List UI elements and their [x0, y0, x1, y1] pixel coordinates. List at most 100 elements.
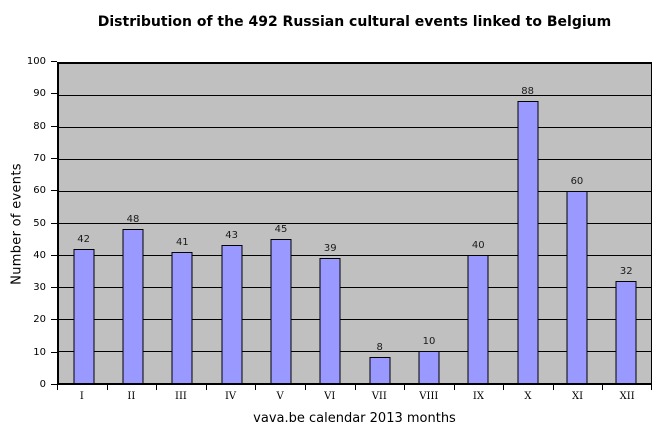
bar-VII — [369, 357, 391, 383]
gridline — [59, 351, 651, 352]
x-axis-tick-mark — [57, 385, 58, 390]
y-axis-tick-mark — [51, 287, 57, 289]
x-axis-tick-mark — [156, 385, 158, 390]
x-axis-tick-mark — [651, 385, 652, 390]
gridline — [59, 287, 651, 288]
bar-IX — [467, 255, 489, 383]
y-axis-tick-mark — [51, 384, 57, 385]
bar-slot: 88 — [503, 63, 552, 383]
x-axis-tick-mark — [602, 385, 604, 390]
x-axis-tick-label: X — [524, 391, 532, 402]
gridline — [59, 319, 651, 320]
bar-slot: 8 — [355, 63, 404, 383]
x-axis-tick-label: I — [79, 391, 84, 402]
bar-value-label: 10 — [422, 336, 436, 347]
x-axis-ticks — [57, 385, 652, 390]
bar-series: 42 48 41 43 45 39 8 10 40 88 60 32 — [59, 63, 651, 383]
x-axis-tick-label: II — [127, 391, 136, 402]
x-axis-tick-label: VII — [371, 391, 387, 402]
x-axis-tick-label: XII — [619, 391, 635, 402]
x-axis-tick-mark — [205, 385, 207, 390]
bar-II — [122, 229, 144, 383]
x-axis-tick-label: III — [175, 391, 187, 402]
x-axis-tick-mark — [106, 385, 108, 390]
bar-I — [73, 248, 95, 383]
y-axis: 0 10 20 30 40 50 60 70 80 90 100 — [0, 56, 57, 390]
x-axis-tick-label: IV — [224, 391, 237, 402]
chart-title: Distribution of the 492 Russian cultural… — [97, 14, 612, 30]
y-axis-tick-label: 20 — [33, 314, 46, 326]
x-axis-tick-label: VI — [324, 391, 336, 402]
gridline — [59, 255, 651, 256]
bar-value-label: 8 — [376, 342, 383, 354]
bar-slot: 48 — [108, 63, 157, 383]
x-axis-tick-mark — [404, 385, 406, 390]
x-axis-tick-mark — [453, 385, 455, 390]
y-axis-tick-mark — [51, 157, 57, 159]
bar-X — [517, 101, 539, 383]
gridline — [59, 191, 651, 192]
x-axis-tick-mark — [354, 385, 356, 390]
bar-slot: 45 — [256, 63, 305, 383]
y-axis-tick-label: 40 — [33, 249, 46, 261]
x-axis-tick-mark — [503, 385, 505, 390]
x-axis-tick-label: XI — [572, 391, 584, 402]
x-axis-tick-label: IX — [472, 391, 484, 402]
y-axis-tick-mark — [51, 125, 57, 127]
bar-value-label: 39 — [323, 243, 337, 255]
y-axis-tick-label: 10 — [33, 346, 46, 358]
x-axis-tick-label: V — [276, 391, 284, 402]
y-axis-tick-mark — [51, 254, 57, 256]
y-axis-tick-label: 70 — [33, 152, 46, 164]
bar-slot: 32 — [602, 63, 651, 383]
gridline — [59, 95, 651, 96]
bar-XI — [566, 191, 588, 383]
bar-value-label: 60 — [570, 176, 584, 187]
bar-value-label: 45 — [274, 224, 288, 235]
y-axis-tick-mark — [51, 93, 57, 95]
bar-III — [171, 251, 193, 383]
y-axis-tick-mark — [51, 319, 57, 321]
bar-slot: 10 — [404, 63, 453, 383]
bar-value-label: 43 — [225, 230, 239, 242]
x-axis-tick-mark — [304, 385, 306, 390]
x-axis-title: vava.be calendar 2013 months — [253, 411, 456, 426]
bar-VI — [319, 258, 341, 383]
bar-value-label: 48 — [126, 214, 140, 226]
x-axis-tick-mark — [552, 385, 554, 390]
gridline — [59, 63, 651, 64]
bar-value-label: 41 — [175, 236, 189, 248]
bar-slot: 41 — [158, 63, 207, 383]
y-axis-tick-label: 30 — [33, 282, 46, 294]
bar-value-label: 42 — [77, 233, 91, 245]
y-axis-tick-mark — [51, 61, 57, 62]
bar-XII — [615, 280, 637, 383]
x-axis-labels: I II III IV V VI VII VIII IX X XI XII — [57, 391, 652, 402]
y-axis-tick-mark — [51, 222, 57, 224]
x-axis-tick-label: VIII — [419, 391, 439, 402]
bar-value-label: 40 — [471, 240, 485, 251]
bar-V — [270, 239, 292, 383]
y-axis-tick-label: 60 — [33, 185, 46, 197]
bar-value-label: 32 — [619, 265, 633, 277]
y-axis-tick-label: 100 — [26, 56, 46, 67]
bar-slot: 39 — [306, 63, 355, 383]
bar-IV — [221, 245, 243, 383]
y-axis-tick-label: 0 — [39, 379, 46, 390]
bar-VIII — [418, 351, 440, 383]
gridline — [59, 159, 651, 160]
y-axis-tick-label: 90 — [33, 88, 46, 100]
bar-slot: 43 — [207, 63, 256, 383]
bar-slot: 40 — [454, 63, 503, 383]
y-axis-tick-mark — [51, 351, 57, 353]
bar-value-label: 88 — [521, 86, 534, 98]
bar-slot: 42 — [59, 63, 108, 383]
y-axis-tick-mark — [51, 190, 57, 192]
gridline — [59, 127, 651, 128]
y-axis-tick-label: 80 — [33, 120, 46, 132]
bar-slot: 60 — [552, 63, 601, 383]
gridline — [59, 223, 651, 224]
x-axis-tick-mark — [255, 385, 257, 390]
y-axis-tick-label: 50 — [33, 217, 46, 229]
